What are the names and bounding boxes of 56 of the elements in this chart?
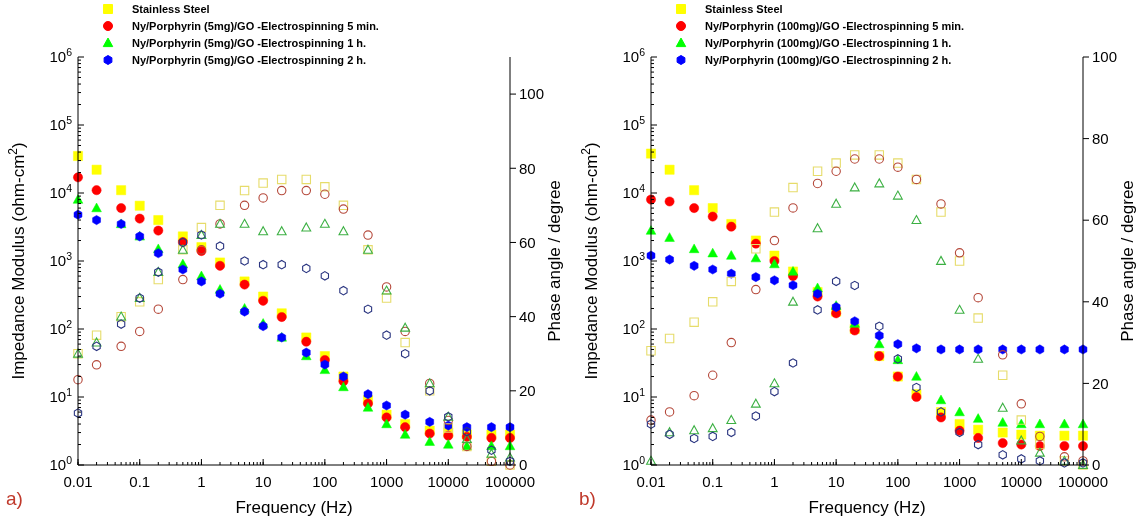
y-tick-label: 10$^{5}$	[622, 114, 646, 134]
y-tick-label: 10$^{6}$	[622, 46, 646, 66]
y-tick-label: 10$^{4}$	[622, 182, 646, 202]
legend-label: Stainless Steel	[132, 3, 210, 15]
y2-tick-label: 100	[519, 85, 545, 103]
x-tick-label: 10	[254, 473, 272, 490]
x-tick-label: 100	[312, 473, 338, 490]
legend-label: Ny/Porphyrin (5mg)/GO -Electrospinning 5 min.	[132, 20, 379, 32]
x-tick-label: 0.1	[702, 473, 724, 490]
x-axis-title: Frequency (Hz)	[235, 498, 353, 517]
x-tick-label: 1000	[942, 473, 977, 490]
y2-tick-label: 60	[519, 233, 536, 251]
y2-tick-label: 40	[1092, 293, 1109, 311]
text: a)	[6, 488, 23, 509]
x-tick-label: 1000	[369, 473, 404, 490]
legend-label: Ny/Porphyrin (100mg)/GO -Electrospinning 1 h.	[705, 37, 952, 49]
x-tick-label: 100	[885, 473, 911, 490]
y-tick-label: 10$^{2}$	[622, 318, 646, 338]
y2-tick-label: 100	[1092, 48, 1118, 66]
y2-tick-label: 60	[1092, 211, 1109, 229]
y-tick-label: 10$^{1}$	[49, 386, 73, 406]
legend-label: Ny/Porphyrin (5mg)/GO -Electrospinning 2 h.	[132, 54, 367, 66]
y2-axis-title: Phase angle / degree	[545, 180, 564, 342]
y-tick-label: 10$^{0}$	[49, 454, 73, 474]
x-tick-label: 10	[827, 473, 845, 490]
y2-tick-label: 20	[519, 382, 536, 400]
text: b)	[579, 488, 596, 509]
y2-tick-label: 80	[519, 159, 536, 177]
x-tick-label: 0.01	[636, 473, 666, 490]
x-tick-label: 1	[770, 473, 779, 490]
y2-tick-label: 0	[1092, 456, 1101, 474]
x-tick-label: 100000	[1057, 473, 1109, 490]
y-tick-label: 10$^{4}$	[49, 182, 73, 202]
legend-label: Ny/Porphyrin (100mg)/GO -Electrospinning 2 h.	[705, 54, 952, 66]
y2-tick-label: 80	[1092, 129, 1109, 147]
x-tick-label: 10000	[427, 473, 470, 490]
y-tick-label: 10$^{3}$	[622, 250, 646, 270]
legend-label: Stainless Steel	[705, 3, 783, 15]
x-tick-label: 10000	[1000, 473, 1043, 490]
x-tick-label: 0.1	[129, 473, 151, 490]
legend-label: Ny/Porphyrin (100mg)/GO -Electrospinning 5 min.	[705, 20, 965, 32]
legend-label: Ny/Porphyrin (5mg)/GO -Electrospinning 1 h.	[132, 37, 367, 49]
y2-axis-title: Phase angle / degree	[1118, 180, 1137, 342]
y2-tick-label: 0	[519, 456, 528, 474]
y-tick-label: 10$^{5}$	[49, 114, 73, 134]
x-axis-title: Frequency (Hz)	[808, 498, 926, 517]
x-tick-label: 100000	[484, 473, 536, 490]
y-tick-label: 10$^{0}$	[622, 454, 646, 474]
y2-tick-label: 20	[1092, 374, 1109, 392]
y2-tick-label: 40	[519, 307, 536, 325]
x-tick-label: 0.01	[63, 473, 93, 490]
x-tick-label: 1	[197, 473, 206, 490]
y-tick-label: 10$^{2}$	[49, 318, 73, 338]
y-tick-label: 10$^{3}$	[49, 250, 73, 270]
y-tick-label: 10$^{1}$	[622, 386, 646, 406]
y-tick-label: 10$^{6}$	[49, 46, 73, 66]
